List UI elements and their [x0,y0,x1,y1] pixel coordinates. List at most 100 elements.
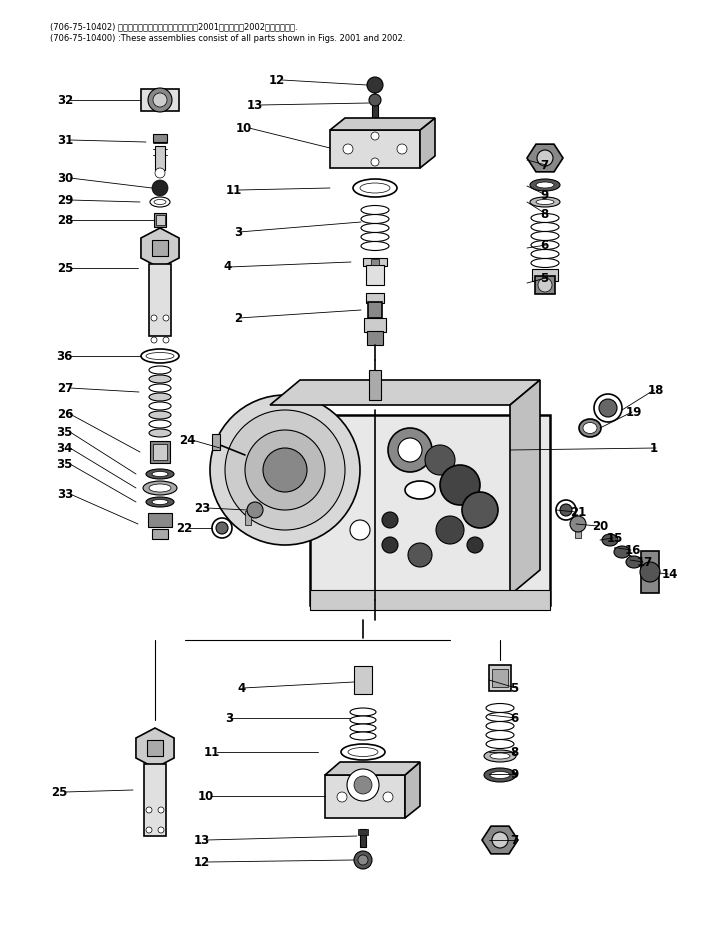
Polygon shape [405,762,420,818]
Bar [147,740,163,756]
Circle shape [398,438,422,462]
Circle shape [212,518,232,538]
Text: 8: 8 [510,745,518,758]
Circle shape [383,792,393,802]
Ellipse shape [149,411,171,419]
Text: 30: 30 [57,171,73,184]
Text: 27: 27 [57,381,73,394]
Text: 35: 35 [57,425,73,439]
Text: 1: 1 [650,441,658,455]
Bar [310,590,550,610]
Ellipse shape [341,744,385,760]
Text: 34: 34 [57,441,73,455]
Text: 8: 8 [540,208,548,220]
Circle shape [263,448,307,492]
Text: 32: 32 [57,93,73,106]
Circle shape [556,500,576,520]
Ellipse shape [484,750,516,762]
Text: 5: 5 [540,272,548,284]
Bar [360,829,366,847]
Ellipse shape [490,772,510,778]
Polygon shape [141,228,179,268]
Circle shape [148,88,172,112]
Ellipse shape [348,747,378,757]
Bar [310,415,550,605]
Circle shape [158,827,164,833]
Ellipse shape [361,205,389,215]
Text: 25: 25 [57,262,73,275]
Text: 4: 4 [238,681,246,694]
Ellipse shape [486,704,514,712]
Ellipse shape [583,423,597,434]
Text: 9: 9 [510,768,518,780]
Bar [152,529,168,539]
Ellipse shape [350,724,376,732]
Circle shape [467,537,483,553]
Bar [144,764,166,836]
Circle shape [560,504,572,516]
Circle shape [594,394,622,422]
Circle shape [599,399,617,417]
Ellipse shape [531,214,559,222]
Bar [492,669,508,687]
Ellipse shape [531,241,559,249]
Text: 21: 21 [570,505,586,518]
Circle shape [163,337,169,343]
Bar [363,258,387,266]
Ellipse shape [149,384,171,392]
Polygon shape [136,728,174,768]
Text: 20: 20 [592,519,608,533]
Ellipse shape [150,197,170,207]
Circle shape [350,520,370,540]
Circle shape [408,543,432,567]
Text: 13: 13 [194,834,210,847]
Text: 12: 12 [194,855,210,869]
Ellipse shape [536,199,554,204]
Circle shape [158,807,164,813]
Polygon shape [270,380,540,405]
Bar [354,666,372,694]
Circle shape [155,168,165,178]
Text: (706-75-10402) これらのアセンブリの構成部品は囶2001図および囶2002図を含みます.: (706-75-10402) これらのアセンブリの構成部品は囶2001図および囶… [50,22,297,31]
Bar [212,434,220,450]
Text: 4: 4 [224,261,232,274]
Circle shape [369,94,381,106]
Bar [366,265,384,285]
Ellipse shape [486,722,514,730]
Circle shape [153,93,167,107]
Text: 7: 7 [510,834,518,847]
Bar [154,213,166,227]
Text: 28: 28 [57,214,73,227]
Circle shape [537,150,553,166]
Ellipse shape [361,215,389,224]
Text: 24: 24 [179,434,195,446]
Circle shape [151,315,157,321]
Ellipse shape [149,402,171,410]
Bar [641,551,659,593]
Text: 16: 16 [625,544,641,556]
Ellipse shape [152,500,168,504]
Bar [148,513,172,527]
Circle shape [440,465,480,505]
Polygon shape [482,826,518,853]
Text: 15: 15 [607,532,624,545]
Ellipse shape [350,708,376,716]
Ellipse shape [141,349,179,363]
Text: 36: 36 [57,349,73,362]
Circle shape [146,827,152,833]
Circle shape [382,537,398,553]
Ellipse shape [602,534,618,546]
Text: 29: 29 [57,194,73,206]
Circle shape [371,132,379,140]
Ellipse shape [154,199,166,204]
Ellipse shape [579,419,601,437]
Ellipse shape [149,375,171,383]
Ellipse shape [152,471,168,476]
Bar [149,264,171,336]
Ellipse shape [146,353,174,359]
Polygon shape [510,380,540,595]
Circle shape [216,522,228,534]
Ellipse shape [360,183,390,193]
Text: 26: 26 [57,407,73,421]
Ellipse shape [530,179,560,191]
